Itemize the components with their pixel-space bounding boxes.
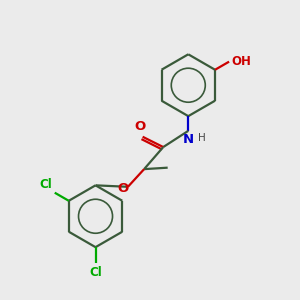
Text: N: N — [183, 133, 194, 146]
Text: O: O — [134, 120, 145, 133]
Text: OH: OH — [231, 55, 251, 68]
Text: Cl: Cl — [89, 266, 102, 279]
Text: Cl: Cl — [39, 178, 52, 191]
Text: H: H — [198, 133, 206, 143]
Text: O: O — [118, 182, 129, 195]
